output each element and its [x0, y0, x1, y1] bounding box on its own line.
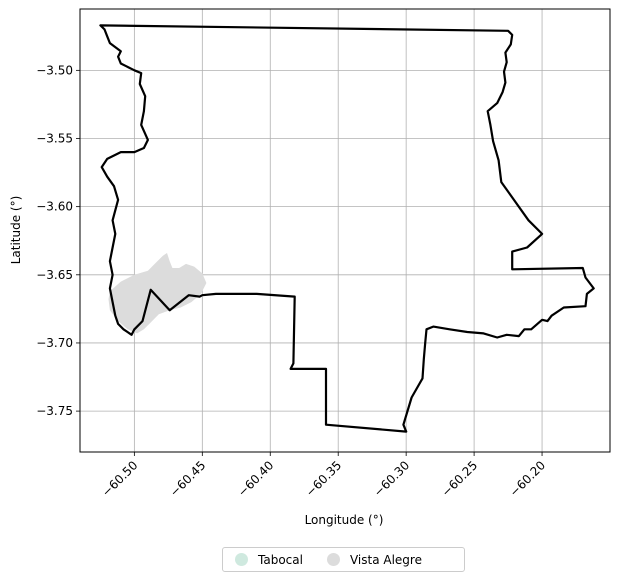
municipality-boundary — [99, 24, 595, 433]
y-axis-ticks: −3.50 −3.55 −3.60 −3.65 −3.70 −3.75 — [36, 63, 80, 418]
y-tick-label: −3.50 — [36, 63, 73, 77]
legend-item-vista-alegre: Vista Alegre — [315, 553, 422, 567]
legend-label-vista-alegre: Vista Alegre — [349, 552, 422, 567]
x-tick-label: −60.30 — [371, 458, 412, 499]
y-tick-label: −3.75 — [36, 404, 73, 418]
x-tick-label: −60.50 — [99, 458, 140, 499]
y-tick-label: −3.65 — [36, 268, 73, 282]
x-tick-label: −60.20 — [507, 458, 548, 499]
y-axis-label: Latitude (°) — [9, 196, 23, 265]
plot-frame — [79, 8, 611, 453]
map-layers — [99, 24, 595, 433]
y-tick-label: −3.55 — [36, 131, 73, 145]
legend-marker-tabocal — [235, 553, 248, 566]
legend: Tabocal Vista Alegre — [222, 547, 465, 572]
x-tick-label: −60.40 — [235, 458, 276, 499]
legend-label-tabocal: Tabocal — [258, 552, 303, 567]
x-axis-label: Longitude (°) — [305, 513, 384, 527]
x-tick-label: −60.35 — [303, 458, 344, 499]
vista-alegre-region — [108, 253, 207, 334]
y-tick-label: −3.70 — [36, 336, 73, 350]
x-tick-label: −60.25 — [439, 458, 480, 499]
legend-marker-vista-alegre — [326, 553, 340, 566]
x-axis-ticks: −60.50 −60.45 −60.40 −60.35 −60.30 −60.25 −60.… — [99, 452, 548, 500]
legend-item-tabocal: Tabocal — [223, 553, 303, 567]
grid — [80, 9, 610, 452]
x-tick-label: −60.45 — [167, 458, 208, 499]
y-tick-label: −3.60 — [36, 200, 73, 214]
